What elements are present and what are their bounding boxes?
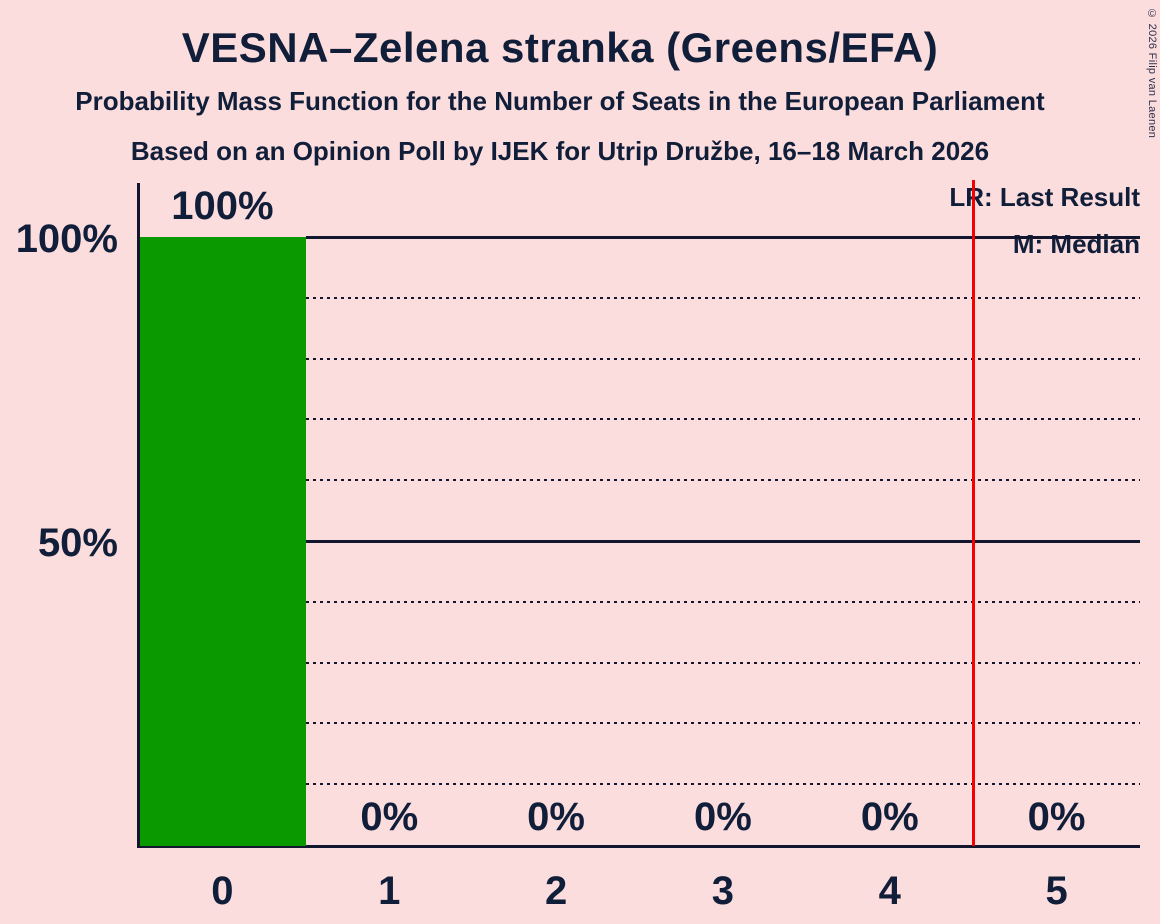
x-axis-label-2: 2 — [544, 869, 568, 913]
gridline-dotted-60 — [305, 479, 1140, 482]
gridline-solid-100 — [305, 235, 1140, 239]
copyright-notice: © 2026 Filip van Laenen — [1146, 8, 1158, 139]
chart-title: VESNA–Zelena stranka (Greens/EFA) — [181, 24, 939, 71]
x-axis-label-3: 3 — [711, 869, 735, 913]
bar-value-label-2: 0% — [527, 795, 585, 839]
x-axis-line — [137, 845, 1140, 848]
chart-source-line: Based on an Opinion Poll by IJEK for Utr… — [130, 136, 990, 166]
gridline-dotted-70 — [305, 418, 1140, 421]
gridline-solid-50 — [305, 539, 1140, 543]
bar-value-label-1: 0% — [360, 795, 419, 839]
x-axis-label-5: 5 — [1045, 869, 1068, 913]
gridline-dotted-80 — [305, 357, 1140, 360]
gridline-dotted-90 — [305, 296, 1140, 299]
bar-seats-0 — [140, 237, 306, 846]
legend-median: M: Median — [1012, 229, 1140, 259]
gridline-dotted-40 — [305, 600, 1140, 603]
bar-value-label-5: 0% — [1027, 795, 1086, 839]
bar-value-label-4: 0% — [860, 795, 919, 839]
chart-subtitle: Probability Mass Function for the Number… — [75, 86, 1045, 116]
y-axis-line — [137, 183, 140, 848]
gridline-dotted-10 — [305, 783, 1140, 786]
x-axis-label-1: 1 — [378, 869, 401, 913]
gridline-dotted-30 — [305, 661, 1140, 664]
gridline-dotted-20 — [305, 722, 1140, 725]
y-axis-label-50: 50% — [37, 521, 118, 565]
x-axis-label-0: 0 — [211, 869, 234, 913]
last-result-line — [971, 180, 975, 846]
bar-value-label-0: 100% — [171, 184, 274, 228]
y-axis-label-100: 100% — [15, 217, 118, 261]
bar-value-label-3: 0% — [694, 795, 752, 839]
legend-last-result: LR: Last Result — [949, 182, 1140, 212]
x-axis-label-4: 4 — [878, 869, 901, 913]
